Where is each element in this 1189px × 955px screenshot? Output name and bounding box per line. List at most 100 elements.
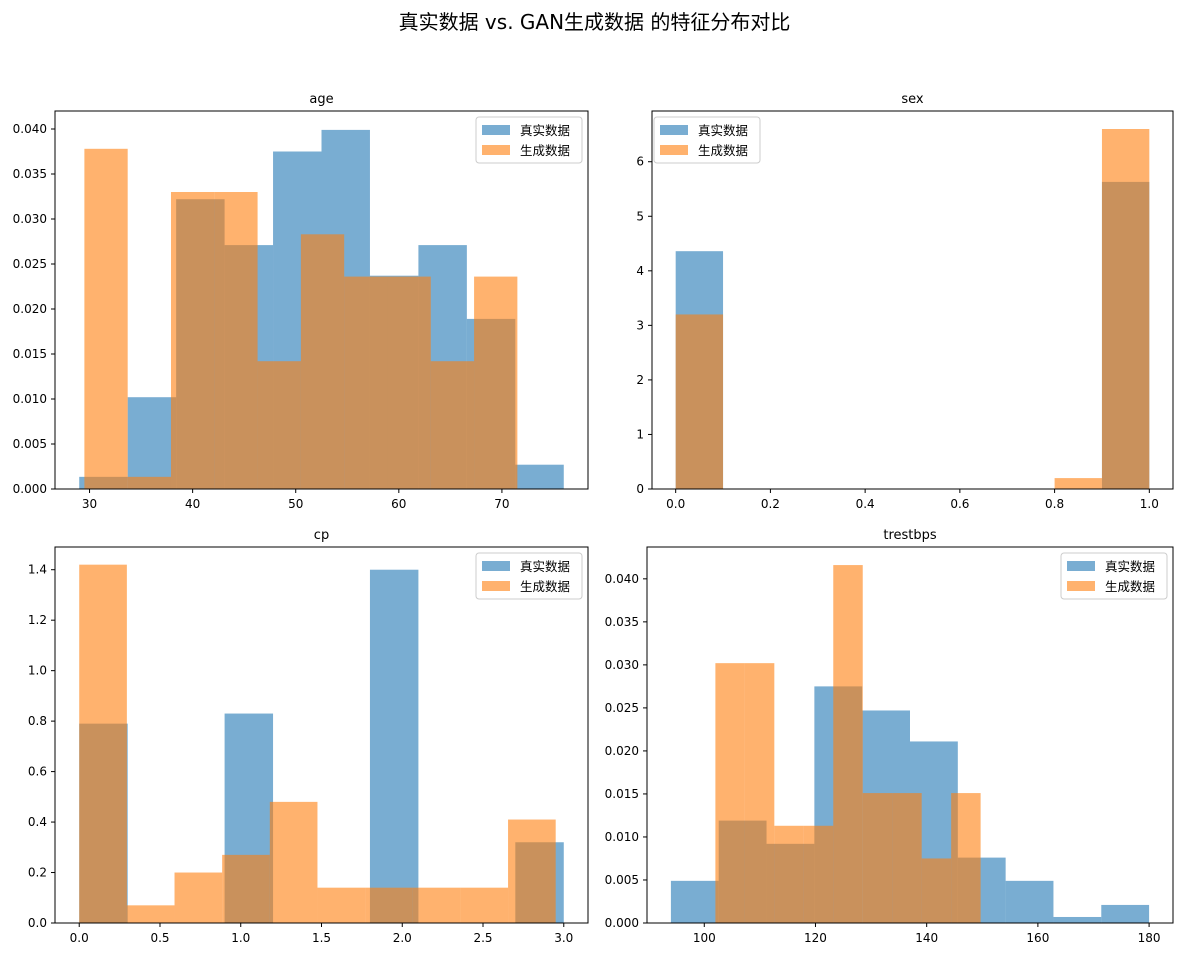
hist-bar [460, 887, 509, 923]
legend-swatch [1067, 561, 1095, 571]
y-tick-label: 1.0 [28, 664, 47, 678]
series-generated [715, 565, 981, 923]
y-tick-label: 1.4 [28, 563, 47, 577]
y-tick-label: 0.000 [605, 916, 639, 930]
legend-label: 生成数据 [698, 143, 748, 158]
y-tick-label: 0.005 [605, 873, 639, 887]
hist-bar [515, 464, 564, 489]
y-tick-label: 4 [636, 264, 644, 278]
hist-bar [675, 314, 724, 489]
axes-frame [54, 110, 589, 490]
y-tick-label: 3 [636, 318, 644, 332]
subplot-age: age 30 40 50 60 70 0.000 0.005 0.010 0.015 0.020 0.… [13, 92, 589, 511]
x-tick-label: 30 [82, 497, 97, 511]
y-tick-label: 0.025 [605, 701, 639, 715]
x-tick-label: 0.5 [150, 931, 169, 945]
y-tick-label: 5 [636, 209, 644, 223]
hist-bar [344, 276, 388, 489]
y-tick-label: 0.020 [605, 744, 639, 758]
hist-bar [269, 801, 318, 923]
hist-bar [126, 905, 175, 923]
subplot-title: sex [901, 92, 924, 107]
y-tick-label: 1 [636, 427, 644, 441]
y-tick-label: 1.2 [28, 613, 47, 627]
series-real [79, 569, 564, 923]
x-tick-label: 1.0 [231, 931, 250, 945]
hist-bar [317, 887, 366, 923]
hist-bar [430, 361, 475, 489]
x-tick-label: 0.4 [856, 497, 875, 511]
hist-bar [892, 793, 922, 923]
legend-label: 生成数据 [1105, 579, 1155, 594]
legend-label: 真实数据 [698, 123, 748, 138]
y-tick-label: 6 [636, 155, 644, 169]
hist-bar [1101, 129, 1150, 489]
legend-swatch [660, 145, 688, 155]
legend-label: 生成数据 [520, 579, 570, 594]
x-tick-label: 0.0 [70, 931, 89, 945]
y-tick-label: 0.010 [13, 392, 47, 406]
series-generated [675, 129, 1150, 489]
x-tick-label: 2.5 [473, 931, 492, 945]
y-tick-label: 0.030 [13, 212, 47, 226]
legend-swatch [482, 561, 510, 571]
legend-label: 真实数据 [520, 559, 570, 574]
x-tick-label: 2.0 [393, 931, 412, 945]
subplot-cp: cp 0.0 0.5 1.0 1.5 2.0 2.5 3.0 0.0 0.2 0.4 0.6 0.8 1.… [28, 528, 589, 945]
hist-bar [369, 569, 419, 923]
hist-bar [715, 663, 745, 923]
subplot-title: age [309, 92, 333, 107]
hist-bar [300, 234, 345, 489]
legend-swatch [482, 125, 510, 135]
hist-bar [951, 793, 981, 923]
legend-swatch [482, 145, 510, 155]
figure-suptitle: 真实数据 vs. GAN生成数据 的特征分布对比 [398, 10, 791, 34]
hist-bar [170, 192, 215, 489]
legend-label: 真实数据 [1105, 559, 1155, 574]
series-real [675, 181, 1150, 489]
y-tick-label: 0.015 [13, 347, 47, 361]
hist-bar [1005, 880, 1054, 923]
hist-bar [744, 663, 775, 923]
y-tick-label: 0.8 [28, 714, 47, 728]
y-tick-label: 0.4 [28, 815, 47, 829]
axes-frame [646, 546, 1174, 924]
y-tick-label: 0.040 [605, 572, 639, 586]
subplot-title: cp [314, 528, 329, 543]
hist-bar [127, 476, 171, 489]
hist-bar [670, 880, 719, 923]
y-tick-label: 0.035 [605, 615, 639, 629]
y-tick-label: 0.005 [13, 437, 47, 451]
y-tick-label: 0.020 [13, 302, 47, 316]
x-tick-label: 140 [915, 931, 938, 945]
hist-bar [387, 276, 431, 489]
hist-bar [1054, 478, 1102, 489]
y-tick-label: 0.015 [605, 787, 639, 801]
x-tick-label: 100 [693, 931, 716, 945]
hist-bar [257, 361, 301, 489]
y-tick-label: 2 [636, 373, 644, 387]
x-tick-label: 0.6 [950, 497, 969, 511]
series-generated [79, 564, 556, 923]
x-tick-label: 0.0 [666, 497, 685, 511]
legend-swatch [1067, 581, 1095, 591]
x-tick-label: 160 [1026, 931, 1049, 945]
series-generated [84, 148, 518, 490]
legend-swatch [482, 581, 510, 591]
legend-label: 生成数据 [520, 143, 570, 158]
y-tick-label: 0.010 [605, 830, 639, 844]
hist-bar [474, 276, 518, 489]
hist-bar [862, 793, 893, 923]
hist-bar [84, 148, 128, 490]
y-tick-label: 0.000 [13, 482, 47, 496]
x-tick-label: 3.0 [554, 931, 573, 945]
x-tick-label: 50 [288, 497, 303, 511]
y-tick-label: 0.0 [28, 916, 47, 930]
hist-bar [1101, 904, 1150, 923]
x-tick-label: 180 [1138, 931, 1161, 945]
y-tick-label: 0 [636, 482, 644, 496]
hist-bar [127, 397, 177, 489]
